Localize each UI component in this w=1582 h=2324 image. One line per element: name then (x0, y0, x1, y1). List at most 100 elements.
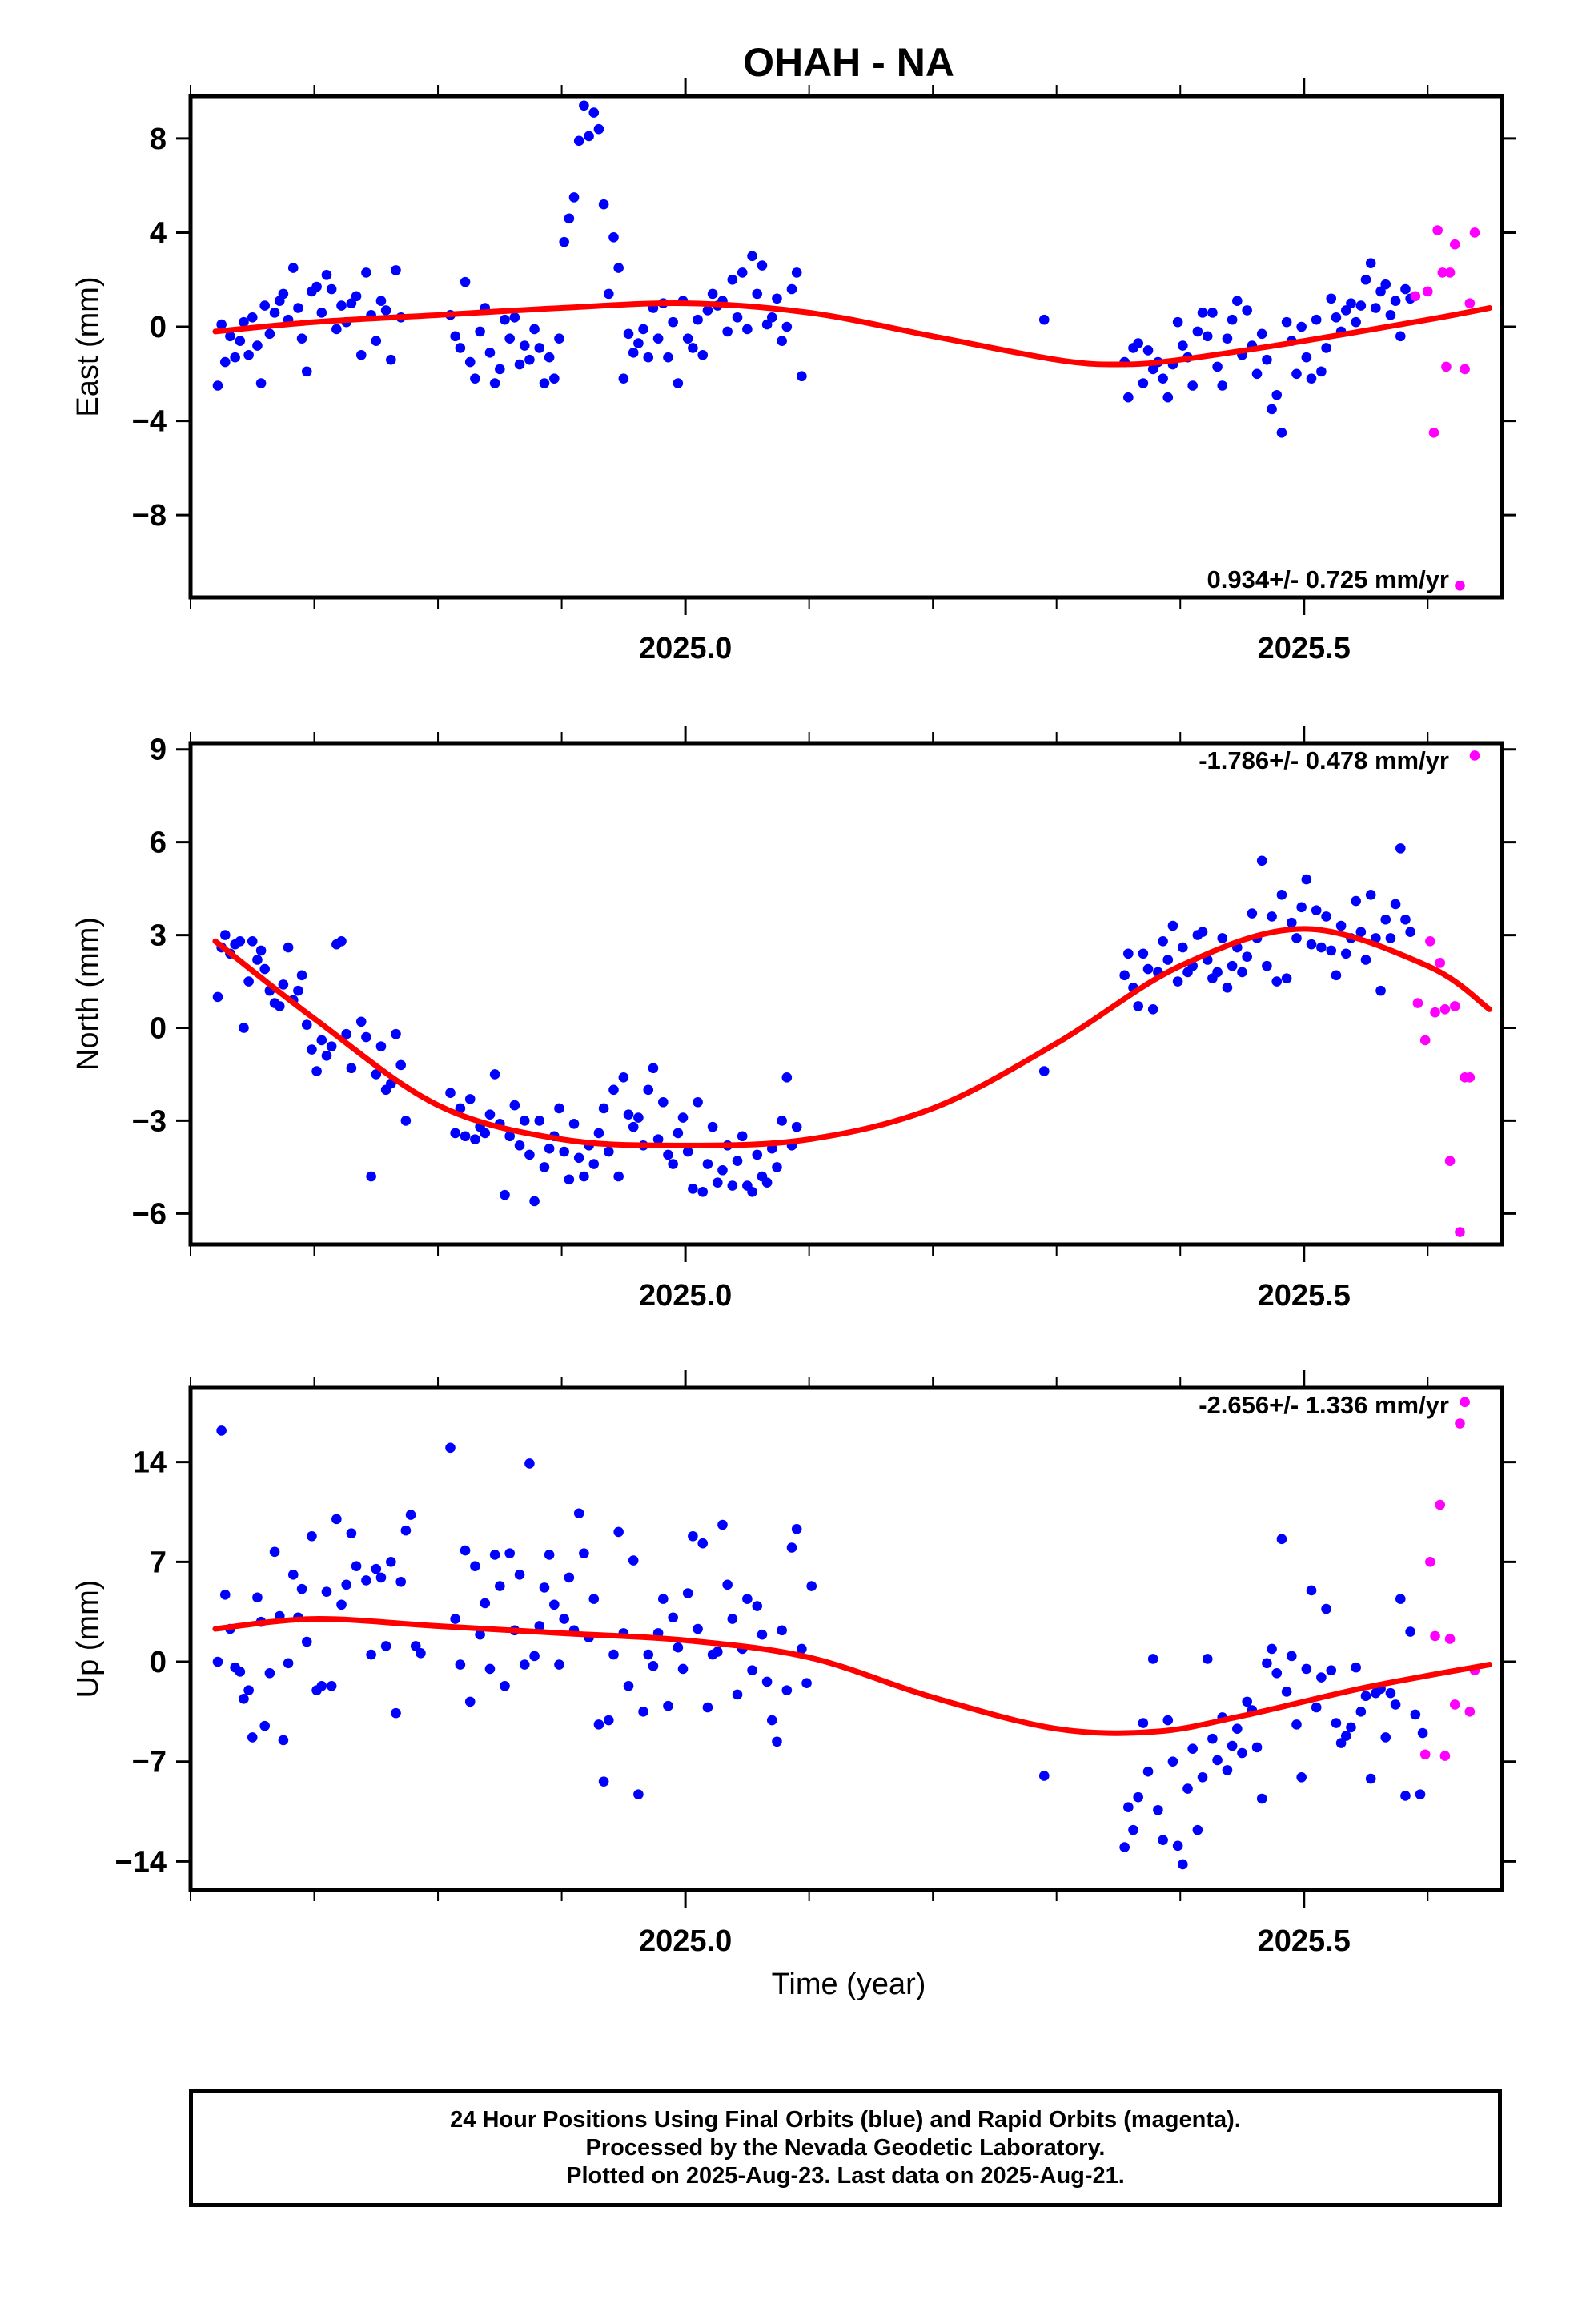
final-data-point (688, 343, 698, 353)
final-data-point (1123, 948, 1134, 959)
final-data-point (628, 1121, 639, 1132)
final-data-point (652, 333, 664, 344)
final-data-point (772, 293, 782, 304)
final-data-point (219, 930, 231, 940)
final-data-point (405, 1510, 416, 1520)
east-y-axis-label: East (mm) (71, 276, 105, 416)
final-data-point (366, 1171, 376, 1182)
final-data-point (1326, 293, 1337, 304)
final-data-point (341, 1579, 352, 1590)
rapid-data-point (1422, 286, 1433, 297)
final-data-point (371, 1563, 382, 1574)
final-data-point (1237, 967, 1247, 978)
final-data-point (247, 312, 258, 323)
final-data-point (549, 1599, 560, 1610)
final-data-point (786, 1542, 797, 1553)
final-data-point (727, 1614, 738, 1624)
final-data-point (544, 1143, 555, 1154)
final-data-point (702, 305, 713, 316)
rapid-data-point (1432, 225, 1443, 235)
final-data-point (1167, 1756, 1178, 1767)
final-data-point (264, 328, 275, 340)
final-data-point (225, 331, 235, 342)
rapid-data-point (1428, 427, 1439, 438)
final-data-point (450, 331, 460, 342)
final-data-point (500, 314, 510, 325)
final-data-point (274, 1001, 285, 1011)
final-data-point (252, 1592, 263, 1603)
final-data-point (1158, 373, 1168, 384)
final-data-point (509, 312, 520, 323)
final-data-point (1128, 1824, 1138, 1835)
final-data-point (702, 1702, 713, 1713)
final-data-point (801, 1678, 812, 1689)
final-data-point (781, 1685, 793, 1695)
final-data-point (1162, 955, 1174, 965)
final-data-point (697, 1538, 709, 1549)
x-tick-label: 2025.5 (1258, 1279, 1351, 1313)
final-data-point (212, 380, 223, 391)
final-data-point (1133, 1791, 1143, 1803)
final-data-point (1242, 951, 1252, 962)
final-data-point (316, 1035, 327, 1046)
final-data-point (534, 1116, 545, 1126)
final-data-point (613, 1171, 624, 1182)
final-data-point (1380, 279, 1391, 290)
final-data-point (673, 1128, 684, 1139)
final-data-point (1340, 1731, 1351, 1741)
final-data-point (243, 349, 254, 360)
rapid-data-point (1419, 1035, 1431, 1046)
final-data-point (618, 1072, 629, 1083)
final-data-point (752, 1601, 763, 1611)
caption-line-2: Processed by the Nevada Geodetic Laborat… (585, 2134, 1106, 2161)
final-data-point (1147, 1654, 1158, 1664)
final-data-point (1291, 933, 1302, 943)
final-data-point (524, 354, 535, 365)
final-data-point (283, 942, 294, 953)
final-data-point (1331, 970, 1342, 981)
final-data-point (504, 1548, 515, 1558)
final-data-point (1212, 361, 1223, 372)
final-data-point (470, 1561, 480, 1571)
final-data-point (544, 352, 555, 363)
final-data-point (400, 1116, 412, 1126)
final-data-point (529, 324, 540, 335)
final-data-point (410, 1641, 421, 1651)
final-data-point (1365, 890, 1376, 900)
final-data-point (752, 1149, 763, 1160)
north-y-axis-label: North (mm) (71, 917, 105, 1071)
final-data-point (293, 303, 303, 313)
final-data-point (264, 1667, 275, 1679)
final-data-point (608, 1084, 619, 1096)
final-data-point (657, 1096, 669, 1108)
rapid-data-point (1430, 1007, 1440, 1018)
panels: 2025.0 2025.5 8 4 0 −4 −8 East (mm) 0.934+/- 0.7… (71, 78, 1516, 1958)
final-data-point (475, 326, 485, 337)
final-data-point (301, 366, 312, 377)
final-data-point (301, 1019, 312, 1030)
final-data-point (573, 1152, 584, 1164)
final-data-point (568, 1118, 580, 1129)
final-data-point (588, 1594, 600, 1604)
final-data-point (1351, 895, 1361, 907)
final-data-point (1311, 1702, 1322, 1713)
final-data-point (1340, 948, 1351, 959)
final-data-point (529, 1196, 540, 1207)
y-tick-label: 0 (150, 1646, 167, 1679)
north-plot-frame (188, 741, 1504, 1247)
final-data-point (371, 336, 382, 346)
y-tick-label: 6 (150, 826, 167, 860)
final-data-point (351, 1561, 362, 1571)
final-data-point (1256, 1793, 1267, 1804)
final-data-point (239, 1694, 249, 1704)
final-data-point (1296, 321, 1307, 332)
final-data-point (1038, 314, 1050, 325)
y-tick-label: −7 (132, 1746, 167, 1779)
final-data-point (712, 1647, 723, 1657)
final-data-point (608, 232, 619, 243)
final-data-point (301, 1636, 312, 1647)
final-data-point (243, 976, 254, 987)
final-data-point (613, 263, 624, 273)
final-data-point (1276, 427, 1287, 438)
